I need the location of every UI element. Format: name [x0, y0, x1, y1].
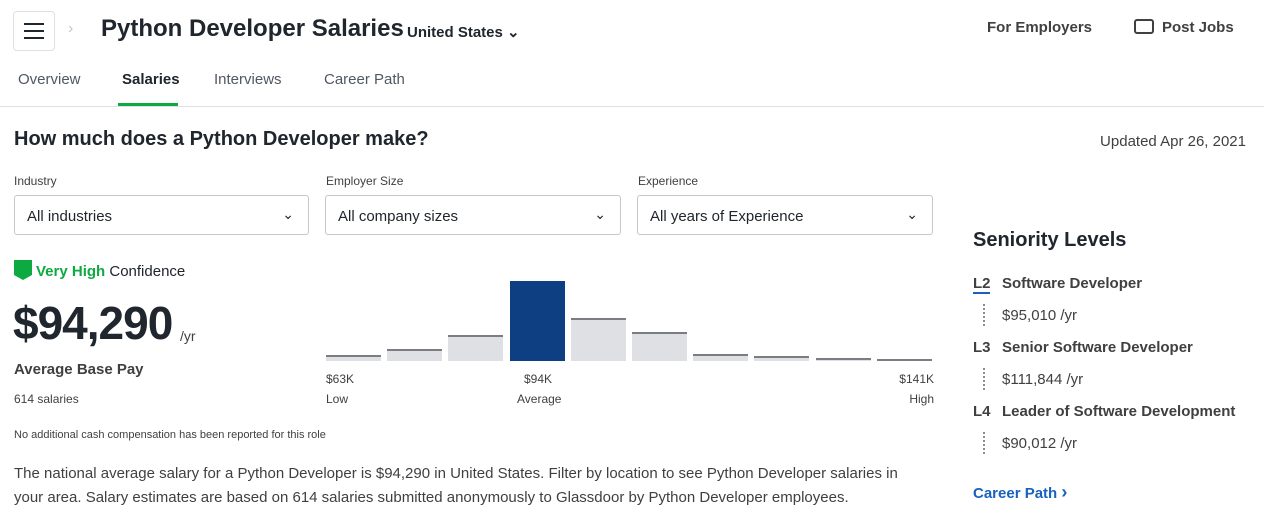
level-item[interactable]: L4 Leader of Software Development	[973, 403, 1235, 420]
level-salary: $90,012 /yr	[1002, 435, 1078, 452]
employer-size-value: All company sizes	[338, 208, 459, 225]
pay-period: /yr	[180, 328, 196, 344]
for-employers-link[interactable]: For Employers	[987, 19, 1093, 36]
average-base-pay-label: Average Base Pay	[14, 361, 144, 378]
chevron-down-icon: ⌄	[282, 206, 294, 222]
career-path-link[interactable]: Career Path ›	[973, 482, 1067, 503]
post-jobs-label: Post Jobs	[1162, 19, 1234, 36]
employer-size-label: Employer Size	[326, 174, 404, 188]
experience-select[interactable]: All years of Experience ⌄	[637, 195, 933, 235]
dotted-connector	[983, 304, 985, 326]
level-title: Software Developer	[1002, 275, 1143, 292]
updated-date: Updated Apr 26, 2021	[1100, 133, 1246, 150]
level-code: L2	[973, 275, 991, 294]
chevron-down-icon: ⌄	[507, 24, 520, 41]
chevron-down-icon: ⌄	[594, 206, 606, 222]
chevron-right-icon: ›	[1061, 482, 1068, 502]
average-value: $94K	[524, 372, 553, 386]
level-code: L4	[973, 403, 991, 420]
level-title: Leader of Software Development	[1002, 403, 1236, 420]
industry-label: Industry	[14, 174, 57, 188]
section-heading: How much does a Python Developer make?	[14, 128, 429, 150]
active-tab-indicator	[118, 103, 178, 107]
industry-value: All industries	[27, 208, 113, 225]
page-title: Python Developer Salaries	[101, 15, 404, 42]
tab-interviews[interactable]: Interviews	[214, 71, 282, 88]
confidence-indicator: Very High Confidence	[14, 260, 185, 280]
tab-salaries[interactable]: Salaries	[122, 71, 180, 88]
tab-career-path[interactable]: Career Path	[324, 71, 405, 88]
salary-histogram	[326, 261, 934, 361]
histogram-bar	[876, 359, 932, 361]
experience-value: All years of Experience	[650, 208, 804, 225]
level-item[interactable]: L2 Software Developer	[973, 275, 1142, 294]
low-caption: Low	[326, 392, 349, 406]
histogram-bar	[632, 332, 687, 361]
breadcrumb-chevron-icon: ›	[68, 20, 74, 37]
level-item[interactable]: L3 Senior Software Developer	[973, 339, 1193, 356]
histogram-bar	[326, 355, 381, 361]
histogram-bar	[693, 353, 749, 361]
level-title: Senior Software Developer	[1002, 339, 1193, 356]
confidence-shield-icon	[14, 260, 32, 280]
seniority-title: Seniority Levels	[973, 229, 1127, 251]
employer-size-select[interactable]: All company sizes ⌄	[325, 195, 621, 235]
dotted-connector	[983, 432, 985, 454]
level-salary: $95,010 /yr	[1002, 307, 1078, 324]
location-label: United States	[407, 24, 503, 41]
post-jobs-link[interactable]: Post Jobs	[1134, 19, 1234, 36]
histogram-bar	[509, 281, 565, 361]
low-value: $63K	[326, 372, 355, 386]
compensation-note: No additional cash compensation has been…	[14, 429, 326, 441]
location-dropdown[interactable]: United States ⌄	[407, 23, 520, 41]
briefcase-icon	[1134, 19, 1154, 34]
average-pay: $94,290	[13, 297, 173, 349]
divider	[0, 106, 1264, 107]
industry-select[interactable]: All industries ⌄	[14, 195, 309, 235]
histogram-bar	[754, 356, 810, 361]
confidence-word: Confidence	[109, 263, 186, 280]
menu-button[interactable]	[13, 11, 55, 51]
average-caption: Average	[517, 392, 562, 406]
high-caption: High	[909, 392, 934, 406]
salary-description: The national average salary for a Python…	[14, 465, 898, 506]
high-value: $141K	[899, 372, 934, 386]
histogram-bar	[570, 317, 626, 361]
chevron-down-icon: ⌄	[906, 206, 918, 222]
salary-count: 614 salaries	[14, 392, 79, 406]
tab-overview[interactable]: Overview	[18, 71, 81, 88]
level-code: L3	[973, 339, 991, 356]
histogram-bar	[815, 357, 871, 361]
confidence-level: Very High	[36, 263, 106, 280]
level-salary: $111,844 /yr	[1002, 371, 1084, 388]
histogram-bar	[448, 335, 504, 361]
dotted-connector	[983, 368, 985, 390]
histogram-bar	[387, 349, 443, 361]
experience-label: Experience	[638, 174, 699, 188]
career-path-label: Career Path	[973, 485, 1058, 502]
